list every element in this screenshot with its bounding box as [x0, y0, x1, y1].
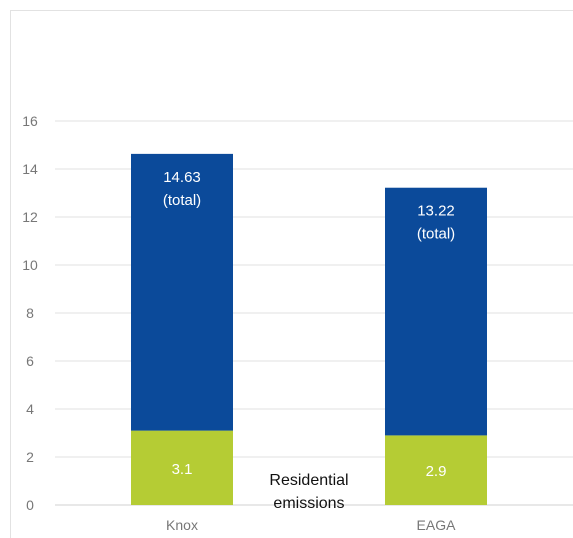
data-label: 3.1	[172, 461, 193, 478]
data-label-line: 13.22	[417, 203, 455, 220]
bar-segment-other	[131, 153, 233, 431]
y-tick-label: 2	[26, 449, 34, 465]
bar-segment-residential	[131, 430, 233, 505]
y-tick-label: 4	[26, 401, 34, 417]
x-tick-label: Knox	[166, 517, 198, 533]
chart-frame-left	[10, 10, 11, 538]
data-label: 2.9	[426, 463, 447, 480]
y-tick-label: 10	[22, 257, 38, 273]
annotation-line: emissions	[273, 495, 344, 512]
annotation-line: Residential	[269, 472, 348, 489]
y-tick-label: 6	[26, 353, 34, 369]
data-label-total: 13.22 (total)	[417, 203, 455, 243]
chart-frame-top	[10, 10, 573, 11]
data-label-line: (total)	[417, 226, 455, 243]
bar-segment-other	[385, 187, 487, 436]
data-label-line: 14.63	[163, 169, 201, 186]
data-label-line: (total)	[163, 192, 201, 209]
y-tick-label: 14	[22, 161, 38, 177]
bar-segment-residential	[385, 435, 487, 505]
data-label-total: 14.63 (total)	[163, 169, 201, 209]
x-tick-label: EAGA	[417, 517, 457, 533]
y-tick-label: 8	[26, 305, 34, 321]
y-tick-label: 0	[26, 497, 34, 513]
y-tick-label: 12	[22, 209, 38, 225]
y-tick-label: 16	[22, 113, 38, 129]
annotation-residential-emissions: Residential emissions	[269, 472, 348, 512]
